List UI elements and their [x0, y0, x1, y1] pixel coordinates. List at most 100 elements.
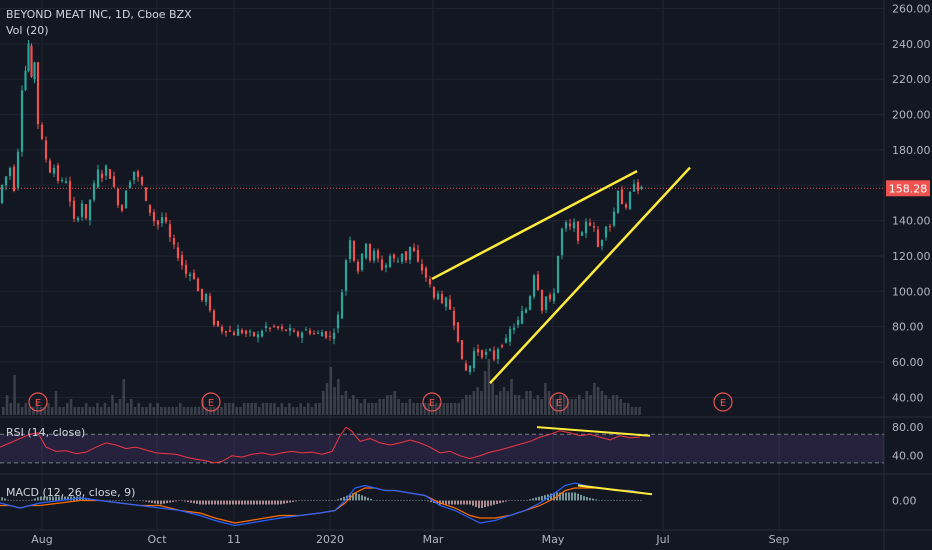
- macd-histogram-bar: [442, 500, 444, 505]
- candle-body: [380, 259, 384, 270]
- macd-histogram-bar: [610, 500, 612, 501]
- candle-body: [248, 331, 252, 333]
- candle-body: [176, 247, 180, 259]
- macd-line: [0, 482, 644, 527]
- candle-body: [568, 223, 572, 227]
- candle-body: [436, 293, 440, 299]
- volume-bar: [393, 391, 397, 415]
- volume-bar: [536, 395, 540, 415]
- macd-histogram-bar: [586, 497, 588, 501]
- volume-bar: [397, 399, 400, 415]
- volume-bar: [506, 391, 510, 415]
- volume-bar: [566, 399, 570, 415]
- macd-histogram-bar: [619, 500, 621, 501]
- volume-bar: [480, 391, 483, 415]
- macd-histogram-bar: [31, 499, 33, 501]
- candle-body: [128, 182, 132, 189]
- rsi-band: [0, 434, 884, 463]
- candle-body: [532, 275, 536, 297]
- volume-bar: [231, 403, 235, 415]
- volume-bar: [559, 395, 562, 415]
- macd-histogram-bar: [253, 500, 255, 505]
- price-tick-label: 180.00: [892, 144, 931, 157]
- candle-body: [572, 222, 576, 229]
- macd-histogram-bar: [241, 500, 243, 505]
- volume-bar: [17, 403, 20, 415]
- candle-body: [12, 166, 16, 192]
- price-tick-label: 140.00: [892, 215, 931, 228]
- macd-histogram-bar: [493, 500, 495, 505]
- candle-body: [276, 326, 280, 329]
- volume-bar: [235, 407, 238, 415]
- macd-histogram-bar: [541, 495, 543, 501]
- macd-histogram-bar: [481, 500, 483, 508]
- volume-bar: [24, 403, 28, 415]
- macd-histogram-bar: [508, 500, 510, 501]
- volume-bar: [130, 399, 133, 415]
- volume-bar: [401, 403, 404, 415]
- macd-histogram-bar: [394, 500, 396, 501]
- macd-histogram-bar: [310, 500, 312, 501]
- macd-histogram-bar: [1, 497, 3, 501]
- macd-histogram-bar: [640, 500, 642, 501]
- candle-body: [316, 332, 320, 334]
- wedge-trendline: [431, 170, 638, 281]
- volume-bar: [69, 399, 73, 415]
- macd-label: MACD (12, 26, close, 9): [6, 486, 136, 499]
- macd-histogram-bar: [592, 498, 594, 501]
- macd-histogram-bar: [163, 500, 165, 504]
- volume-bar: [333, 387, 336, 415]
- macd-histogram-bar: [259, 500, 261, 505]
- macd-histogram-bar: [469, 500, 471, 505]
- volume-bar: [450, 403, 453, 415]
- macd-histogram-bar: [532, 498, 534, 501]
- macd-histogram-bar: [463, 500, 465, 505]
- macd-histogram-bar: [289, 500, 291, 503]
- candle-body: [268, 327, 272, 329]
- macd-histogram-bar: [424, 500, 426, 501]
- candle-body: [252, 332, 256, 336]
- volume-bar: [529, 391, 532, 415]
- volume-bar: [62, 407, 65, 415]
- macd-histogram-bar: [112, 500, 114, 501]
- volume-bar: [355, 399, 359, 415]
- macd-histogram-bar: [142, 500, 144, 502]
- candle-body: [36, 62, 40, 125]
- candle-body: [60, 179, 64, 181]
- candle-body: [528, 296, 532, 310]
- candle-body: [84, 204, 88, 219]
- volume-bar: [457, 403, 461, 415]
- candle-body: [412, 247, 416, 252]
- volume-bar: [54, 391, 58, 415]
- macd-histogram-bar: [109, 500, 111, 501]
- volume-bar: [370, 403, 374, 415]
- macd-histogram-bar: [211, 500, 213, 505]
- macd-histogram-bar: [388, 500, 390, 501]
- macd-histogram-bar: [10, 500, 12, 501]
- volume-bar: [329, 367, 333, 415]
- volume-bar: [431, 403, 434, 415]
- macd-histogram-bar: [262, 500, 264, 505]
- earnings-marker: [28, 392, 48, 412]
- rsi-tick-label: 40.00: [892, 450, 924, 463]
- macd-histogram-bar: [307, 500, 309, 501]
- candle-body: [560, 228, 564, 256]
- macd-histogram-bar: [205, 500, 207, 505]
- price-tick-label: 80.00: [892, 321, 924, 334]
- candle-body: [488, 349, 492, 351]
- candle-body: [596, 229, 600, 247]
- volume-bar: [600, 391, 604, 415]
- volume-bar: [227, 403, 231, 415]
- macd-histogram-bar: [397, 500, 399, 501]
- macd-histogram-bar: [151, 500, 153, 503]
- candle-body: [88, 199, 92, 221]
- candle-body: [208, 295, 212, 311]
- macd-histogram-bar: [37, 497, 39, 501]
- macd-histogram-bar: [403, 500, 405, 501]
- x-axis-label: May: [542, 533, 565, 546]
- candle-body: [392, 254, 396, 259]
- macd-histogram-bar: [301, 500, 303, 501]
- earnings-marker: [713, 392, 733, 412]
- macd-histogram-bar: [34, 498, 36, 501]
